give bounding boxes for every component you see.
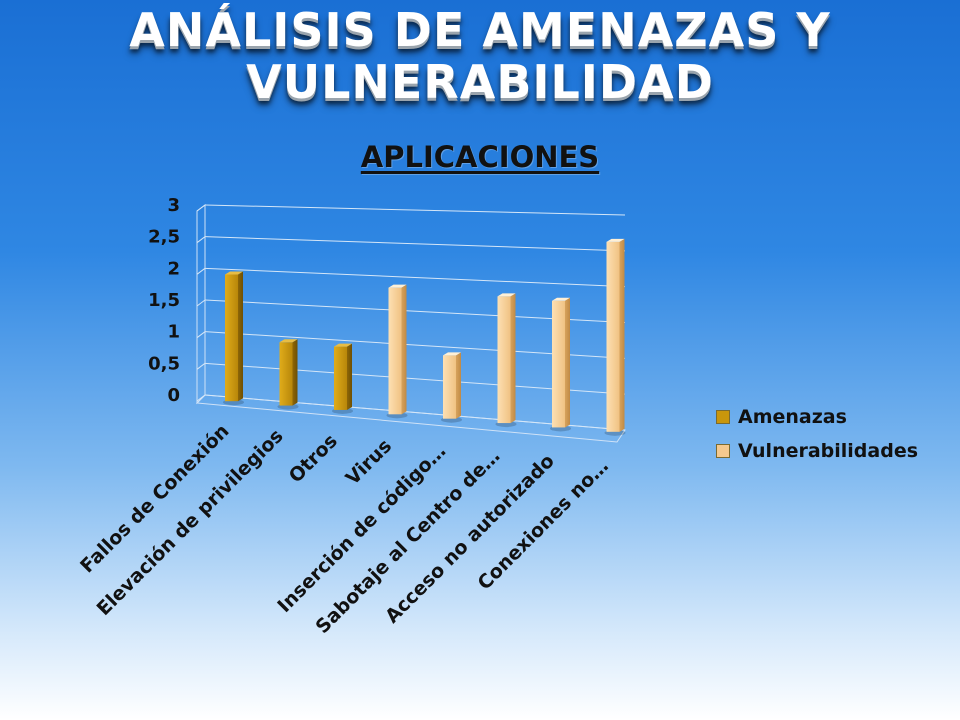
gridline — [204, 204, 626, 216]
bar-vulnerabilidades-3 — [386, 284, 408, 419]
gridline — [204, 267, 626, 288]
gridline-side — [196, 299, 206, 307]
gridline-side — [196, 362, 206, 370]
y-tick-label: 2 — [167, 258, 180, 279]
legend-label: Vulnerabilidades — [738, 440, 919, 462]
bar-amenazas-0 — [223, 271, 244, 406]
slide-title: ANÁLISIS DE AMENAZAS Y VULNERABILIDAD — [129, 3, 831, 109]
y-tick-label: 0 — [167, 385, 180, 406]
bar-vulnerabilidades-5 — [495, 293, 517, 428]
y-tick-label: 3 — [167, 195, 180, 216]
y-tick-label: 1,5 — [148, 290, 180, 311]
y-tick-label: 1 — [167, 322, 180, 343]
x-tick-label: Otros — [285, 430, 342, 487]
chart-legend: Amenazas Vulnerabilidades — [716, 400, 918, 468]
legend-item-vulnerabilidades: Vulnerabilidades — [716, 434, 918, 468]
y-tick-label: 2,5 — [148, 227, 180, 248]
chart-subtitle: APLICACIONES — [360, 140, 600, 174]
bar-vulnerabilidades-7 — [604, 238, 626, 436]
legend-swatch-amenazas — [716, 410, 730, 424]
legend-item-amenazas: Amenazas — [716, 400, 918, 434]
bar-vulnerabilidades-6 — [550, 297, 571, 432]
bar-amenazas-1 — [277, 339, 299, 410]
chart-side-wall — [196, 204, 206, 405]
bar-vulnerabilidades-4 — [441, 352, 462, 423]
gridline-side — [196, 394, 206, 402]
y-tick-label: 0,5 — [148, 353, 180, 374]
legend-label: Amenazas — [738, 406, 847, 428]
gridline-side — [196, 331, 206, 339]
gridline-side — [196, 204, 206, 212]
x-tick-label: Virus — [342, 435, 397, 490]
gridline — [204, 236, 626, 252]
bar-amenazas-2 — [332, 343, 353, 414]
gridline-side — [196, 267, 206, 275]
legend-swatch-vulnerabilidades — [716, 444, 730, 458]
gridline-side — [196, 236, 206, 244]
